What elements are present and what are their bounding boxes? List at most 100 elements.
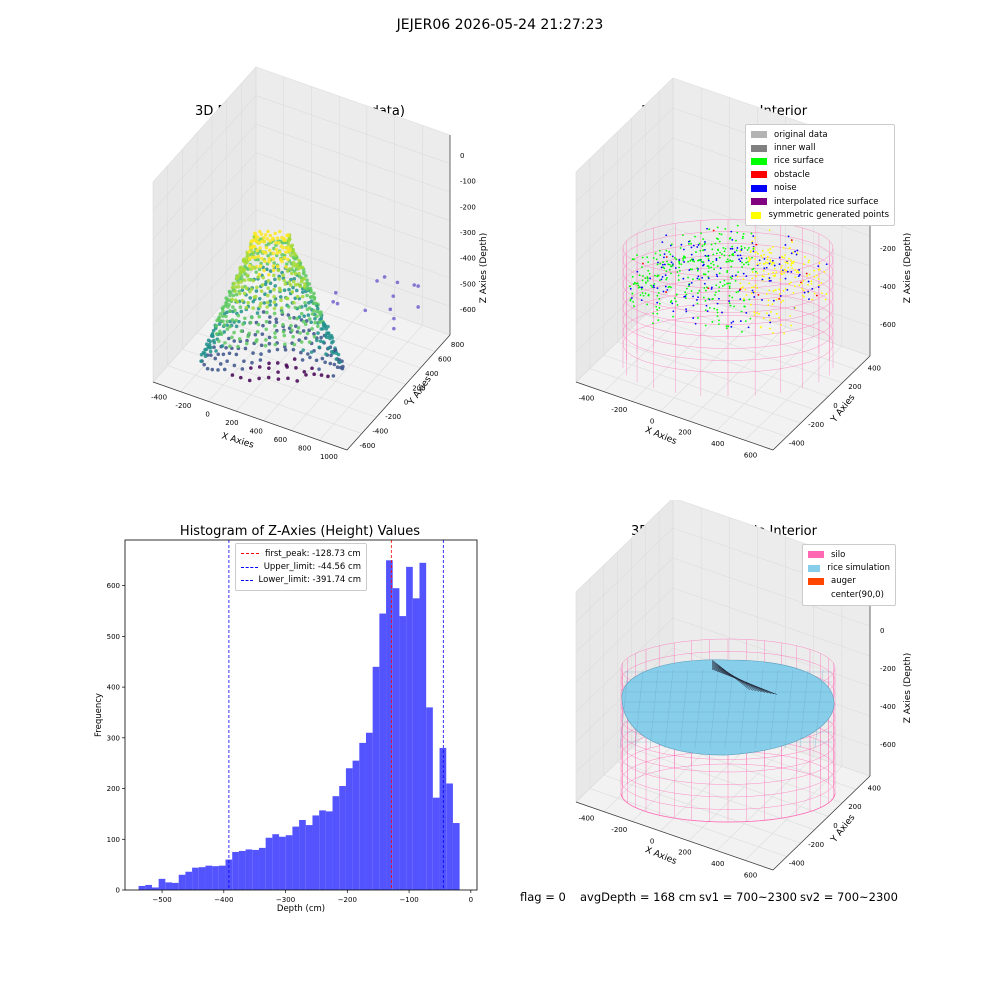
raw-outlier-point xyxy=(391,294,396,298)
raw-data-point xyxy=(306,287,310,291)
raw-data-point xyxy=(205,366,210,371)
raw-data-point xyxy=(231,305,235,309)
classified-point xyxy=(794,307,797,309)
classified-point xyxy=(658,297,661,300)
classified-point xyxy=(707,287,710,290)
raw-data-point xyxy=(218,362,223,366)
z-tick-label: -300 xyxy=(460,229,476,237)
raw-data-point xyxy=(265,236,270,241)
raw-data-point xyxy=(230,318,235,322)
raw-data-point xyxy=(216,368,220,372)
classified-point xyxy=(718,319,720,322)
classified-point xyxy=(707,265,710,268)
raw-data-point xyxy=(253,255,257,260)
raw-data-point xyxy=(271,251,275,256)
classified-point xyxy=(711,248,714,251)
grid-line xyxy=(603,774,801,844)
classified-point xyxy=(698,289,701,292)
legend-entry: noise xyxy=(751,182,889,195)
classified-point xyxy=(717,323,720,326)
raw-data-point xyxy=(293,253,298,258)
legend-entry: Lower_limit: -391.74 cm xyxy=(241,574,361,587)
raw-data-point xyxy=(263,343,268,348)
classified-point xyxy=(682,259,685,261)
classified-point xyxy=(707,259,710,262)
classified-point xyxy=(756,263,759,266)
classified-point xyxy=(705,289,707,292)
raw-data-point xyxy=(252,295,257,300)
classified-point xyxy=(778,293,781,295)
simulation-plot-x-axis-label: X Axies xyxy=(643,845,678,867)
classified-point xyxy=(670,272,672,275)
classified-point xyxy=(727,282,730,285)
classified-point xyxy=(723,279,726,282)
legend-label: first_peak: -128.73 cm xyxy=(265,548,361,559)
classified-point xyxy=(813,269,816,272)
raw-data-point xyxy=(312,291,316,296)
classified-point xyxy=(724,227,727,230)
raw-data-point xyxy=(247,249,251,254)
classified-point xyxy=(677,279,680,281)
histogram-bar xyxy=(272,834,280,890)
classified-point xyxy=(671,255,674,258)
classified-point xyxy=(794,276,797,279)
grid-line xyxy=(716,756,814,851)
raw-data-point xyxy=(294,366,298,370)
legend-swatch xyxy=(751,184,767,192)
raw-data-point xyxy=(225,323,229,327)
raw-data-point xyxy=(239,329,244,333)
raw-data-point xyxy=(319,335,323,340)
grid-line xyxy=(575,557,674,653)
classified-point xyxy=(745,311,748,314)
classified-point xyxy=(702,249,705,252)
raw-data-point xyxy=(239,279,244,284)
classified-point xyxy=(698,259,700,261)
raw-data-point xyxy=(237,337,242,341)
raw-data-point xyxy=(334,357,339,361)
histogram-x-axis-label: Depth (cm) xyxy=(277,904,325,914)
classified-point xyxy=(691,268,694,271)
classified-point xyxy=(657,261,659,264)
sv1-readout: sv1 = 700~2300 xyxy=(699,890,797,904)
histogram-bar xyxy=(312,815,320,890)
legend-swatch xyxy=(751,131,767,139)
classified-point xyxy=(678,261,681,264)
histogram-bar xyxy=(212,866,219,890)
raw-data-point xyxy=(303,300,307,305)
classified-point xyxy=(748,260,750,263)
raw-data-point xyxy=(300,358,305,362)
raw-data-point xyxy=(266,286,270,290)
raw-data-point xyxy=(265,305,270,309)
classified-point xyxy=(768,289,771,292)
raw-data-point xyxy=(237,319,241,324)
legend-swatch xyxy=(751,198,767,206)
surface-mesh-line xyxy=(619,669,629,749)
raw-data-point xyxy=(281,329,286,334)
classified-point xyxy=(697,244,700,246)
raw-data-point xyxy=(263,292,267,297)
x-tick-label: −200 xyxy=(338,896,357,904)
classified-point xyxy=(803,295,805,298)
x-tick-label: 0 xyxy=(650,837,654,845)
raw-data-point xyxy=(248,289,252,294)
raw-data-point xyxy=(260,283,265,287)
histogram-bar xyxy=(218,865,226,890)
raw-data-point xyxy=(272,295,276,299)
raw-data-point xyxy=(266,293,270,298)
raw-data-point xyxy=(268,315,272,319)
raw-data-point xyxy=(232,330,236,335)
histogram-bar xyxy=(399,616,407,890)
raw-data-point xyxy=(304,273,308,278)
classified-point xyxy=(718,272,721,275)
histogram-bar xyxy=(245,849,253,890)
classified-point xyxy=(661,276,664,278)
legend-label: interpolated rice surface xyxy=(774,196,879,207)
classified-point xyxy=(767,273,770,275)
raw-data-point xyxy=(312,297,317,301)
classified-point xyxy=(704,254,707,257)
classified-point xyxy=(754,270,757,273)
classified-point xyxy=(723,254,726,257)
x-tick-label: −100 xyxy=(399,896,418,904)
classified-point xyxy=(632,300,635,303)
legend-label: original data xyxy=(774,129,828,140)
